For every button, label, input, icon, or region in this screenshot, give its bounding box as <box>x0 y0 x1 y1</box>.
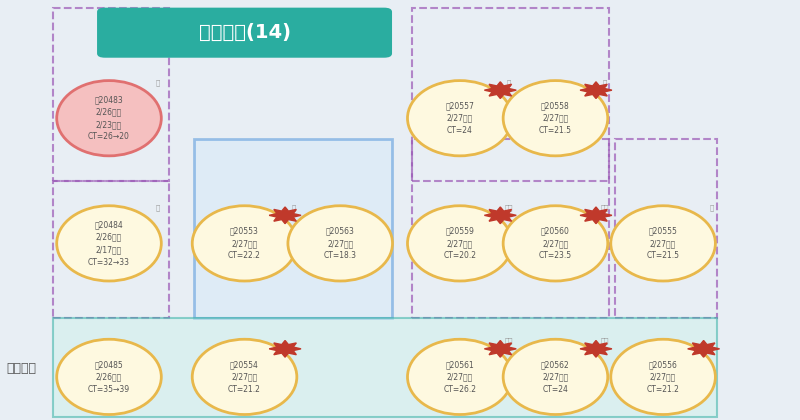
Text: 某幼兒園: 某幼兒園 <box>6 362 36 375</box>
Text: 案20485
2/26確診
CT=35→39: 案20485 2/26確診 CT=35→39 <box>88 360 130 394</box>
Text: 大哥: 大哥 <box>505 204 513 211</box>
Text: 案20560
2/27確診
CT=23.5: 案20560 2/27確診 CT=23.5 <box>539 226 572 260</box>
Ellipse shape <box>407 339 512 415</box>
Ellipse shape <box>610 339 715 415</box>
Polygon shape <box>484 207 516 224</box>
FancyBboxPatch shape <box>97 8 392 58</box>
Ellipse shape <box>192 339 297 415</box>
Text: 案20553
2/27確診
CT=22.2: 案20553 2/27確診 CT=22.2 <box>228 226 261 260</box>
Ellipse shape <box>57 339 162 415</box>
Text: 案20555
2/27確診
CT=21.5: 案20555 2/27確診 CT=21.5 <box>646 226 679 260</box>
Text: 案20562
2/27確診
CT=24: 案20562 2/27確診 CT=24 <box>541 360 570 394</box>
Text: 小妹: 小妹 <box>600 338 609 344</box>
Ellipse shape <box>407 206 512 281</box>
FancyBboxPatch shape <box>194 139 392 318</box>
Text: 案20557
2/27確診
CT=24: 案20557 2/27確診 CT=24 <box>446 101 474 135</box>
Text: 大妹: 大妹 <box>505 338 513 344</box>
Ellipse shape <box>57 206 162 281</box>
Ellipse shape <box>503 206 608 281</box>
Text: 母: 母 <box>602 79 606 86</box>
Text: 父: 父 <box>506 79 511 86</box>
Text: 案20559
2/27確診
CT=20.2: 案20559 2/27確診 CT=20.2 <box>443 226 476 260</box>
Text: 案20483
2/26確診
2/23發病
CT=26→20: 案20483 2/26確診 2/23發病 CT=26→20 <box>88 95 130 142</box>
Ellipse shape <box>610 206 715 281</box>
Ellipse shape <box>503 81 608 156</box>
Text: 二哥: 二哥 <box>600 204 609 211</box>
Polygon shape <box>269 341 301 357</box>
Ellipse shape <box>192 206 297 281</box>
Ellipse shape <box>288 206 393 281</box>
Text: 母: 母 <box>156 204 160 211</box>
Ellipse shape <box>503 339 608 415</box>
Polygon shape <box>484 341 516 357</box>
Polygon shape <box>580 82 612 99</box>
FancyBboxPatch shape <box>54 318 718 417</box>
Polygon shape <box>269 207 301 224</box>
Text: 某幼兒園(14): 某幼兒園(14) <box>198 23 290 42</box>
Text: 案20554
2/27確診
CT=21.2: 案20554 2/27確診 CT=21.2 <box>228 360 261 394</box>
Text: 案20561
2/27確診
CT=26.2: 案20561 2/27確診 CT=26.2 <box>443 360 476 394</box>
Text: 兒: 兒 <box>291 204 296 211</box>
Text: 案20556
2/27確診
CT=21.2: 案20556 2/27確診 CT=21.2 <box>646 360 679 394</box>
Text: 父: 父 <box>710 204 714 211</box>
Text: 案20558
2/27確診
CT=21.5: 案20558 2/27確診 CT=21.5 <box>539 101 572 135</box>
Polygon shape <box>484 82 516 99</box>
Ellipse shape <box>57 81 162 156</box>
Polygon shape <box>580 341 612 357</box>
Text: 案20484
2/26確診
2/17發病
CT=32→33: 案20484 2/26確診 2/17發病 CT=32→33 <box>88 220 130 267</box>
Text: 父: 父 <box>156 79 160 86</box>
Ellipse shape <box>407 81 512 156</box>
Polygon shape <box>688 341 719 357</box>
Text: 案20563
2/27確診
CT=18.3: 案20563 2/27確診 CT=18.3 <box>324 226 357 260</box>
Polygon shape <box>580 207 612 224</box>
